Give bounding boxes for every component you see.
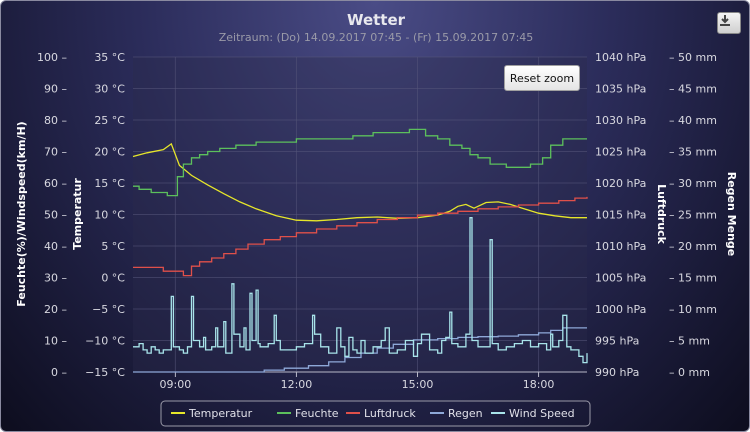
series-line-wind-speed [133, 217, 588, 364]
y-tick-label-regen: – 0 mm [669, 366, 710, 379]
legend-item-temperatur[interactable]: Temperatur [188, 407, 253, 420]
legend-item-feuchte[interactable]: Feuchte [295, 407, 339, 420]
y-tick-label-temp: 15 °C [94, 177, 125, 190]
y-tick-label-druck: 1015 hPa [595, 209, 646, 222]
reset-zoom-button[interactable]: Reset zoom [504, 65, 580, 91]
y-axes: 100 – 90 – 80 – 70 – 60 – 50 – 40 – 30 – 20 – 10 … [15, 51, 738, 379]
y-tick-label-regen: – 30 mm [669, 177, 717, 190]
legend-item-luftdruck[interactable]: Luftdruck [364, 407, 416, 420]
y-tick-label-feuchte: 30 – [44, 272, 67, 285]
y-axis-title-temp: Temperatur [71, 178, 84, 250]
x-tick-label: 15:00 [402, 378, 434, 391]
y-tick-label-temp: 20 °C [94, 146, 125, 159]
y-tick-label-regen: – 40 mm [669, 114, 717, 127]
y-tick-label-druck: 990 hPa [595, 366, 639, 379]
x-tick-label: 12:00 [281, 378, 313, 391]
y-tick-label-druck: 1020 hPa [595, 177, 646, 190]
series-line-feuchte [133, 128, 587, 197]
download-icon [720, 15, 730, 26]
y-tick-label-druck: 1005 hPa [595, 272, 646, 285]
y-tick-label-regen: – 25 mm [669, 209, 717, 222]
y-tick-label-temp: −5 °C [92, 303, 125, 316]
y-tick-label-temp: −15 °C [85, 366, 125, 379]
y-tick-label-temp: 35 °C [94, 51, 125, 64]
y-tick-label-feuchte: 70 – [44, 146, 67, 159]
grid-lines [133, 56, 587, 373]
y-tick-label-temp: 10 °C [94, 209, 125, 222]
y-tick-label-regen: – 45 mm [669, 83, 717, 96]
legend[interactable]: Temperatur Feuchte Luftdruck Regen Wind Spee… [160, 400, 591, 427]
y-tick-label-feuchte: 90 – [44, 83, 67, 96]
y-tick-label-feuchte: 50 – [44, 209, 67, 222]
y-tick-label-feuchte: 60 – [44, 177, 67, 190]
y-tick-label-feuchte: 100 – [37, 51, 67, 64]
y-tick-label-regen: – 15 mm [669, 272, 717, 285]
y-tick-label-regen: – 20 mm [669, 240, 717, 253]
y-tick-label-feuchte: 80 – [44, 114, 67, 127]
y-tick-label-regen: – 50 mm [669, 51, 717, 64]
y-axis-title-regen: Regen Menge [725, 172, 738, 257]
y-tick-label-druck: 1030 hPa [595, 114, 646, 127]
y-tick-label-temp: 0 °C [101, 272, 125, 285]
y-tick-label-regen: – 5 mm [669, 335, 710, 348]
y-tick-label-feuchte: 20 – [44, 303, 67, 316]
legend-item-wind-speed[interactable]: Wind Speed [509, 407, 575, 420]
y-tick-label-druck: 1040 hPa [595, 51, 646, 64]
y-tick-label-feuchte: 0 – [51, 366, 67, 379]
y-tick-label-feuchte: 10 – [44, 335, 67, 348]
x-tick-label: 09:00 [160, 378, 192, 391]
y-tick-label-druck: 1025 hPa [595, 146, 646, 159]
y-tick-label-druck: 1010 hPa [595, 240, 646, 253]
y-tick-label-druck: 1035 hPa [595, 83, 646, 96]
legend-item-regen[interactable]: Regen [448, 407, 483, 420]
y-tick-label-druck: 995 hPa [595, 335, 639, 348]
y-tick-label-temp: 5 °C [101, 240, 125, 253]
y-tick-label-temp: 30 °C [94, 83, 125, 96]
series-layer [132, 128, 588, 373]
y-axis-title-feuchte: Feuchte(%)/Windspeed(km/H) [15, 121, 28, 306]
y-tick-label-temp: 25 °C [94, 114, 125, 127]
y-tick-label-regen: – 10 mm [669, 303, 717, 316]
x-axis: 09:00 12:00 15:00 18:00 [160, 372, 555, 391]
y-tick-label-temp: −10 °C [85, 335, 125, 348]
x-tick-label: 18:00 [523, 378, 555, 391]
export-button[interactable] [717, 12, 741, 34]
y-axis-title-druck: Luftdruck [655, 184, 668, 245]
series-line-temperatur [132, 142, 587, 222]
series-line-luftdruck [133, 196, 588, 277]
y-tick-label-druck: 1000 hPa [595, 303, 646, 316]
y-tick-label-regen: – 35 mm [669, 146, 717, 159]
legend-box [160, 400, 591, 427]
y-tick-label-feuchte: 40 – [44, 240, 67, 253]
chart-subtitle: Zeitraum: (Do) 14.09.2017 07:45 - (Fr) 1… [219, 31, 534, 44]
chart-title: Wetter [347, 11, 406, 29]
